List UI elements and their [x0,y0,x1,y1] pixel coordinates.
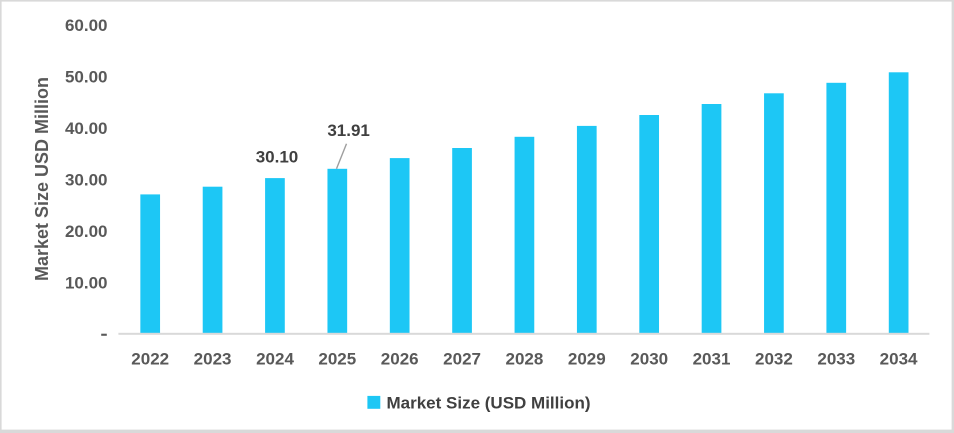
svg-text:2023: 2023 [194,349,232,368]
svg-text:2029: 2029 [568,349,606,368]
svg-text:Market Size (USD Million): Market Size (USD Million) [387,393,591,412]
svg-text:20.00: 20.00 [65,222,108,241]
svg-text:2027: 2027 [443,349,481,368]
svg-text:10.00: 10.00 [65,273,108,292]
svg-text:2025: 2025 [318,349,356,368]
svg-text:2031: 2031 [693,349,731,368]
svg-text:2034: 2034 [880,349,918,368]
svg-text:Market Size USD Million: Market Size USD Million [32,77,52,281]
svg-text:50.00: 50.00 [65,68,108,87]
svg-text:2022: 2022 [131,349,169,368]
svg-text:31.91: 31.91 [327,121,370,140]
svg-text:60.00: 60.00 [65,16,108,35]
svg-text:30.10: 30.10 [256,147,299,166]
svg-text:2024: 2024 [256,349,294,368]
svg-text:2032: 2032 [755,349,793,368]
svg-text:2030: 2030 [630,349,668,368]
svg-text:2028: 2028 [505,349,543,368]
svg-text:40.00: 40.00 [65,119,108,138]
svg-text:2033: 2033 [817,349,855,368]
svg-text:2026: 2026 [381,349,419,368]
svg-text:30.00: 30.00 [65,171,108,190]
